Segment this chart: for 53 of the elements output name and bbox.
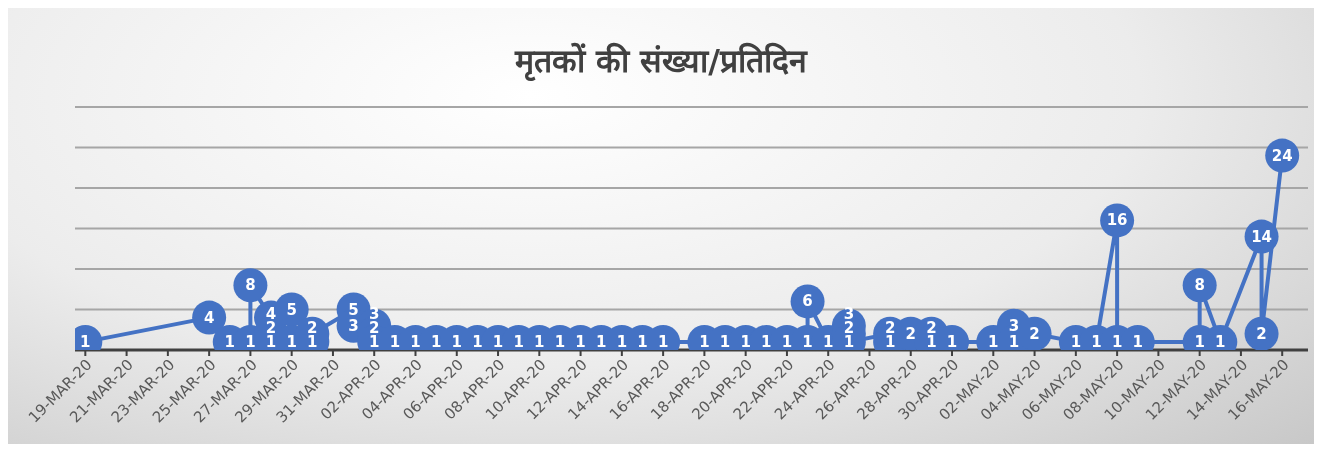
data-label: 1 [534, 332, 545, 351]
data-label: 3 [348, 316, 359, 335]
data-label: 1 [616, 332, 628, 351]
data-label: 1 [1091, 332, 1102, 351]
data-label: 1 [719, 332, 731, 351]
data-label: 6 [802, 292, 813, 311]
data-label: 1 [389, 332, 401, 351]
data-label: 1 [822, 332, 834, 351]
data-label: 1 [492, 332, 504, 351]
data-label: 1 [1132, 332, 1143, 351]
data-label: 1 [657, 332, 669, 351]
data-label: 1 [781, 332, 793, 351]
data-label: 5 [286, 300, 297, 319]
chart-title: मृतकों की संख्या/प्रतिदिन [513, 41, 809, 81]
data-label: 1 [554, 332, 566, 351]
data-label: 14 [1251, 227, 1273, 246]
data-label: 1 [1008, 332, 1020, 351]
data-label: 1 [575, 332, 586, 351]
data-label: 4 [203, 308, 215, 327]
data-label: 1 [286, 332, 297, 351]
data-label: 2 [1256, 324, 1267, 343]
data-label: 1 [1070, 332, 1082, 351]
data-label: 1 [430, 332, 442, 351]
data-label: 1 [596, 332, 607, 351]
data-label: 8 [245, 276, 256, 295]
data-label: 1 [802, 332, 813, 351]
data-label: 1 [224, 332, 235, 351]
data-label: 1 [1215, 332, 1226, 351]
data-label: 5 [348, 300, 359, 319]
data-label: 1 [637, 332, 648, 351]
data-label: 1 [513, 332, 524, 351]
data-label: 1 [988, 332, 999, 351]
data-label: 24 [1271, 146, 1293, 165]
data-label: 1 [265, 332, 277, 351]
data-label: 1 [761, 332, 772, 351]
data-label: 1 [451, 332, 462, 351]
data-label: 2 [905, 324, 916, 343]
data-label: 1 [472, 332, 483, 351]
data-label: 1 [926, 332, 937, 351]
data-label: 16 [1106, 211, 1128, 230]
data-label: 2 [1029, 324, 1040, 343]
data-label: 1 [1194, 332, 1205, 351]
data-label: 1 [1111, 332, 1123, 351]
data-label: 1 [946, 332, 958, 351]
data-label: 1 [80, 332, 91, 351]
data-label: 1 [699, 332, 710, 351]
data-label: 8 [1194, 276, 1205, 295]
data-label: 1 [369, 332, 380, 351]
data-label: 1 [740, 332, 751, 351]
data-label: 1 [410, 332, 421, 351]
data-label: 1 [884, 332, 896, 351]
data-label: 1 [245, 332, 256, 351]
data-label: 3 [1008, 316, 1020, 335]
